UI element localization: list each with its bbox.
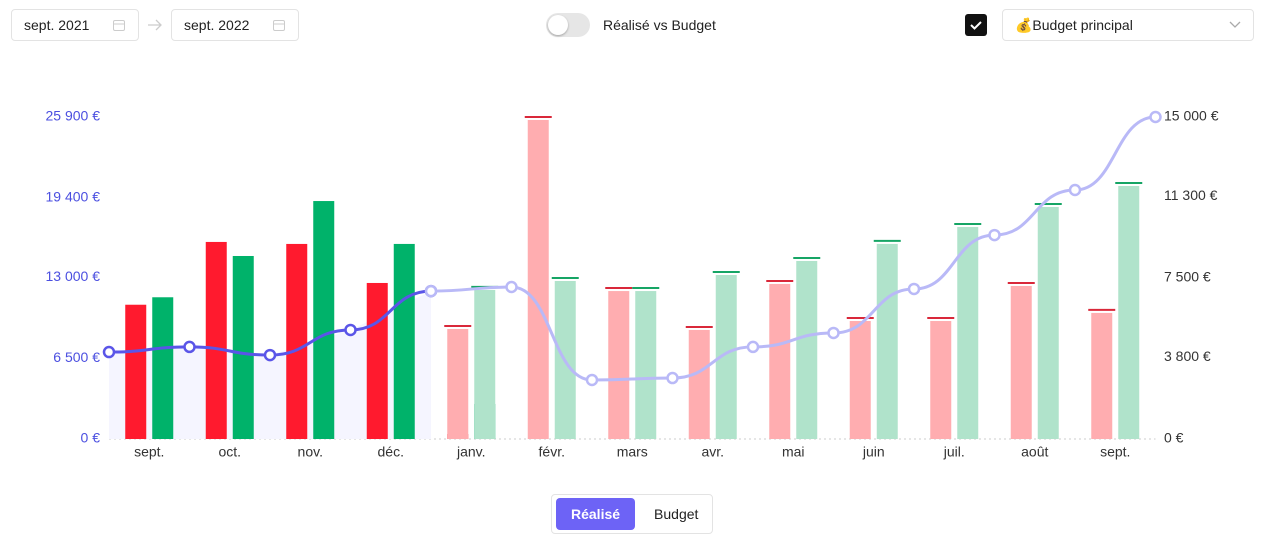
x-tick-label: janv.: [456, 444, 486, 460]
balance-point: [505, 280, 518, 294]
bar: [527, 119, 549, 440]
toggle-knob: [548, 15, 568, 35]
balance-point: [424, 284, 438, 298]
budget-select-text: 💰Budget principal: [1015, 16, 1133, 33]
bar: [313, 201, 335, 439]
start-date-text: sept. 2021: [24, 17, 90, 33]
y2-tick-label: 15 000 €: [1164, 108, 1219, 124]
bar: [715, 275, 737, 439]
y-tick-label: 19 400 €: [46, 189, 101, 205]
balance-line: [430, 115, 1156, 382]
balance-point: [102, 345, 116, 359]
x-tick-label: sept.: [1100, 444, 1130, 460]
bar: [474, 289, 496, 439]
checkbox[interactable]: [965, 14, 987, 36]
bar: [366, 282, 388, 439]
balance-point: [585, 373, 599, 387]
toggle-label: Réalisé vs Budget: [603, 17, 716, 33]
chevron-icon: [1229, 21, 1241, 28]
bar: [286, 243, 308, 439]
x-tick-label: août: [1021, 444, 1048, 460]
calendar-icon: [113, 20, 125, 31]
bar: [930, 321, 952, 439]
tabs: Réalisé Budget: [551, 494, 713, 534]
bar: [447, 328, 469, 439]
x-tick-label: juin: [862, 444, 885, 460]
bar: [205, 241, 227, 439]
calendar-icon: [273, 20, 285, 31]
bar: [635, 291, 657, 439]
x-tick-label: févr.: [539, 444, 565, 460]
y2-tick-label: 11 300 €: [1164, 187, 1218, 203]
end-date-text: sept. 2022: [184, 17, 250, 33]
bar: [1037, 207, 1059, 439]
y2-tick-label: 0 €: [1164, 430, 1184, 446]
chart: 0 € 6 500 € 13 000 € 19 400 € 25 900 € 0 € 3 8…: [46, 108, 1219, 460]
x-tick-label: nov.: [298, 444, 323, 460]
x-tick-label: sept.: [134, 444, 164, 460]
bar: [232, 255, 254, 439]
x-tick-label: oct.: [218, 444, 241, 460]
balance-point: [666, 371, 679, 385]
bar: [1010, 285, 1032, 439]
balance-point: [344, 323, 357, 337]
bar: [608, 291, 630, 439]
balance-point: [988, 228, 1001, 242]
bar: [957, 227, 979, 439]
balance-area: [109, 291, 431, 439]
tab[interactable]: Réalisé: [556, 498, 636, 530]
bar: [849, 321, 871, 439]
balance-point: [183, 340, 196, 354]
bar: [769, 283, 791, 439]
y-tick-label: 6 500 €: [53, 349, 100, 365]
x-tick-label: avr.: [701, 444, 724, 460]
balance-point: [827, 326, 840, 340]
y2-tick-label: 3 800 €: [1164, 348, 1211, 364]
bar: [1091, 312, 1113, 439]
budget-select[interactable]: 💰Budget principal: [1002, 9, 1254, 41]
y-tick-label: 0 €: [81, 430, 101, 446]
toggle[interactable]: [546, 13, 590, 37]
bar: [393, 243, 415, 439]
arrow-icon: [148, 19, 162, 31]
bar: [125, 304, 147, 439]
balance-point: [263, 348, 277, 362]
y2-tick-label: 7 500 €: [1164, 269, 1211, 285]
x-tick-label: mai: [782, 444, 805, 460]
x-tick-label: juil.: [943, 444, 965, 460]
balance-point: [1068, 183, 1082, 197]
y-tick-label: 25 900 €: [46, 108, 101, 124]
bar: [152, 297, 174, 439]
start-date[interactable]: sept. 2021: [11, 9, 139, 41]
balance-point: [907, 282, 921, 296]
x-tick-label: déc.: [378, 444, 404, 460]
tab[interactable]: Budget: [654, 506, 699, 522]
bar: [688, 329, 710, 439]
y-tick-label: 13 000 €: [46, 268, 101, 284]
bar: [796, 260, 818, 439]
balance-point: [746, 340, 760, 354]
x-tick-label: mars: [617, 444, 648, 460]
check-icon: [970, 21, 982, 30]
balance-point: [1149, 110, 1162, 124]
bar: [1118, 186, 1140, 439]
bar: [876, 243, 898, 439]
end-date[interactable]: sept. 2022: [171, 9, 299, 41]
